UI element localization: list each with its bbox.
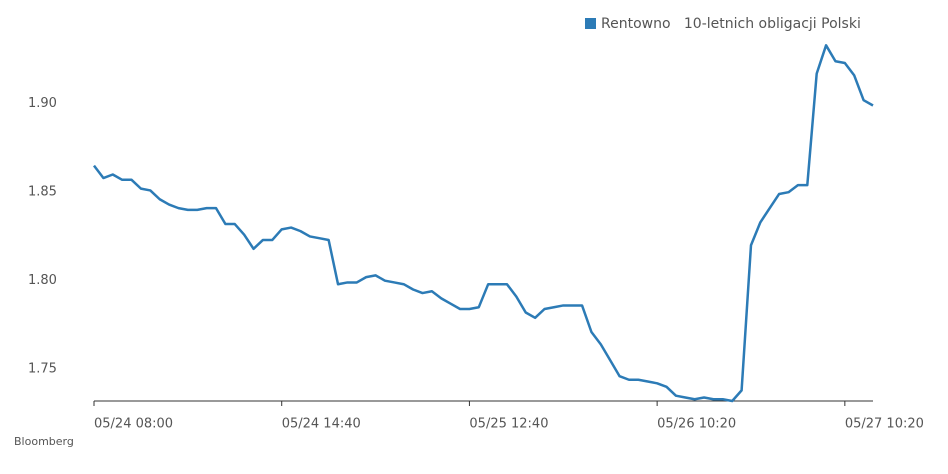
x-tick-label: 05/24 14:40 xyxy=(282,417,361,432)
x-tick-label: 05/24 08:00 xyxy=(94,417,173,432)
legend-swatch xyxy=(585,18,596,29)
x-tick-label: 05/27 10:20 xyxy=(845,417,924,432)
y-tick-label: 1.85 xyxy=(28,185,57,200)
y-tick-label: 1.75 xyxy=(28,362,57,377)
source: Bloomberg xyxy=(14,435,74,448)
x-tick-label: 05/25 12:40 xyxy=(469,417,548,432)
legend-label: Rentowno 10-letnich obligacji Polski xyxy=(601,16,861,32)
y-tick-label: 1.80 xyxy=(28,273,57,288)
line xyxy=(93,44,874,403)
y-tick-label: 1.90 xyxy=(28,96,57,111)
x-tick-label: 05/26 10:20 xyxy=(657,417,736,432)
